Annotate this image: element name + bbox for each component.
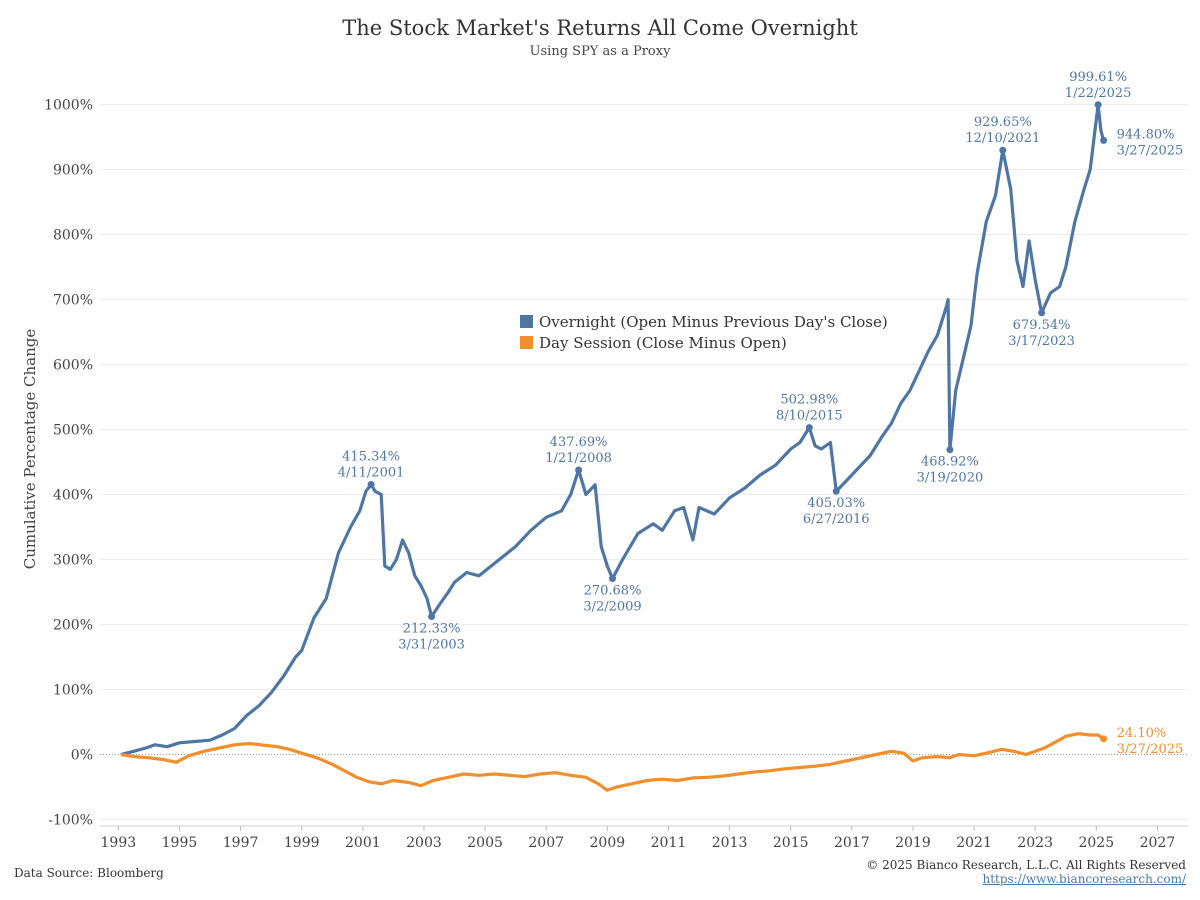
annotation-date: 4/11/2001 (338, 466, 405, 481)
annotation-value: 502.98% (780, 393, 838, 408)
y-tick-label: 700% (53, 293, 93, 309)
y-tick-label: 900% (53, 163, 93, 179)
annotation-point (575, 466, 583, 474)
annotation-point (946, 446, 954, 454)
annotation-point (1094, 101, 1102, 109)
annotation-date: 3/27/2025 (1117, 143, 1184, 158)
legend-label-day-session: Day Session (Close Minus Open) (539, 333, 787, 352)
x-tick-label: 1999 (284, 835, 320, 851)
y-tick-label: 300% (53, 553, 93, 569)
annotation-date: 12/10/2021 (965, 131, 1040, 146)
x-tick-label: 1993 (101, 835, 137, 851)
x-tick-label: 2015 (773, 835, 809, 851)
annotation-date: 8/10/2015 (776, 409, 843, 424)
legend-item-overnight[interactable]: Overnight (Open Minus Previous Day's Clo… (520, 311, 888, 332)
y-tick-label: 1000% (44, 98, 93, 114)
annotation-value: 468.92% (921, 455, 979, 470)
y-tick-label: 0% (71, 748, 93, 764)
annotation-point (999, 146, 1007, 154)
y-tick-label: 500% (53, 423, 93, 439)
annotation-value: 999.61% (1069, 70, 1127, 85)
legend-label-overnight: Overnight (Open Minus Previous Day's Clo… (539, 312, 888, 331)
annotation-date: 1/21/2008 (545, 451, 612, 466)
series-line-overnight (120, 103, 1106, 757)
x-tick-label: 2003 (406, 835, 442, 851)
annotation-value: 437.69% (550, 435, 608, 450)
y-tick-label: 100% (53, 683, 93, 699)
x-tick-label: 2001 (345, 835, 381, 851)
annotation-date: 3/17/2023 (1008, 334, 1075, 349)
data-source-note: Data Source: Bloomberg (14, 866, 164, 880)
y-axis-title: Cumulative Percentage Change (21, 329, 39, 570)
annotation-point (367, 481, 375, 489)
annotation-value: 415.34% (342, 450, 400, 465)
annotation-point (805, 424, 813, 432)
annotation-value: 944.80% (1117, 127, 1175, 142)
annotation-point (1100, 735, 1108, 743)
x-tick-label: 2027 (1140, 835, 1176, 851)
annotation-value: 270.68% (584, 584, 642, 599)
legend-swatch-overnight (520, 315, 533, 328)
annotation-point (609, 575, 617, 583)
series-line-day-session (120, 732, 1105, 792)
website-link[interactable]: https://www.biancoresearch.com/ (982, 872, 1186, 886)
annotation-value: 212.33% (403, 621, 461, 636)
y-tick-label: 600% (53, 358, 93, 374)
x-tick-label: 1997 (223, 835, 259, 851)
x-tick-label: 2007 (528, 835, 564, 851)
y-tick-label: 200% (53, 618, 93, 634)
annotation-date: 3/19/2020 (917, 471, 984, 486)
y-tick-label: 800% (53, 228, 93, 244)
annotation-date: 6/27/2016 (803, 512, 870, 527)
x-tick-label: 2011 (651, 835, 687, 851)
x-tick-label: 2005 (467, 835, 503, 851)
legend: Overnight (Open Minus Previous Day's Clo… (520, 311, 888, 353)
annotation-date: 3/27/2025 (1117, 742, 1184, 757)
annotation-point (832, 487, 840, 495)
annotation-value: 929.65% (974, 115, 1032, 130)
annotation-date: 3/2/2009 (583, 600, 641, 615)
x-tick-label: 2019 (895, 835, 931, 851)
legend-swatch-day-session (520, 336, 533, 349)
annotation-date: 3/31/2003 (398, 637, 465, 652)
chart-title: The Stock Market's Returns All Come Over… (342, 16, 858, 40)
x-tick-label: 2023 (1017, 835, 1053, 851)
y-tick-label: 400% (53, 488, 93, 504)
x-tick-label: 2017 (834, 835, 870, 851)
chart-subtitle: Using SPY as a Proxy (529, 44, 671, 59)
x-tick-label: 1995 (162, 835, 198, 851)
annotation-point (428, 612, 436, 620)
copyright-note: © 2025 Bianco Research, L.L.C. All Right… (866, 858, 1186, 872)
y-tick-label: -100% (48, 813, 93, 829)
annotation-value: 24.10% (1117, 726, 1167, 741)
legend-item-day-session[interactable]: Day Session (Close Minus Open) (520, 332, 888, 353)
annotation-point (1100, 136, 1108, 144)
annotation-value: 679.54% (1013, 318, 1071, 333)
x-tick-label: 2025 (1078, 835, 1114, 851)
x-tick-label: 2009 (590, 835, 626, 851)
x-tick-label: 2021 (956, 835, 992, 851)
annotation-value: 405.03% (807, 496, 865, 511)
annotation-point (1038, 309, 1046, 317)
annotation-date: 1/22/2025 (1065, 86, 1132, 101)
x-tick-label: 2013 (712, 835, 748, 851)
